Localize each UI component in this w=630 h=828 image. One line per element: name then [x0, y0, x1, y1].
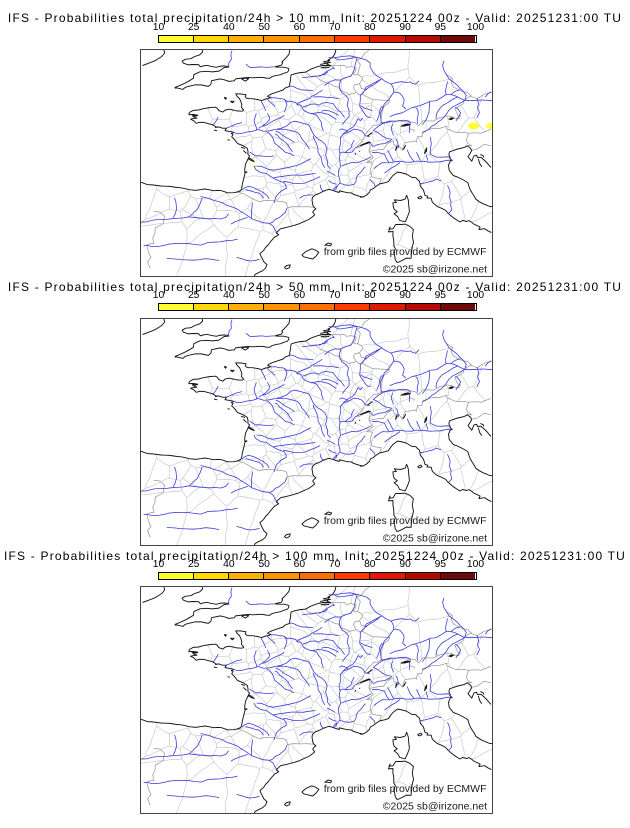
svg-text:©2025 sb@irizone.net: ©2025 sb@irizone.net: [383, 801, 487, 813]
svg-text:from grib files provided by EC: from grib files provided by ECMWF: [324, 515, 487, 527]
svg-text:from grib files provided by EC: from grib files provided by ECMWF: [324, 783, 487, 795]
svg-text:from grib files provided by EC: from grib files provided by ECMWF: [324, 246, 487, 258]
svg-text:©2025 sb@irizone.net: ©2025 sb@irizone.net: [383, 264, 487, 276]
svg-text:©2025 sb@irizone.net: ©2025 sb@irizone.net: [383, 532, 487, 544]
